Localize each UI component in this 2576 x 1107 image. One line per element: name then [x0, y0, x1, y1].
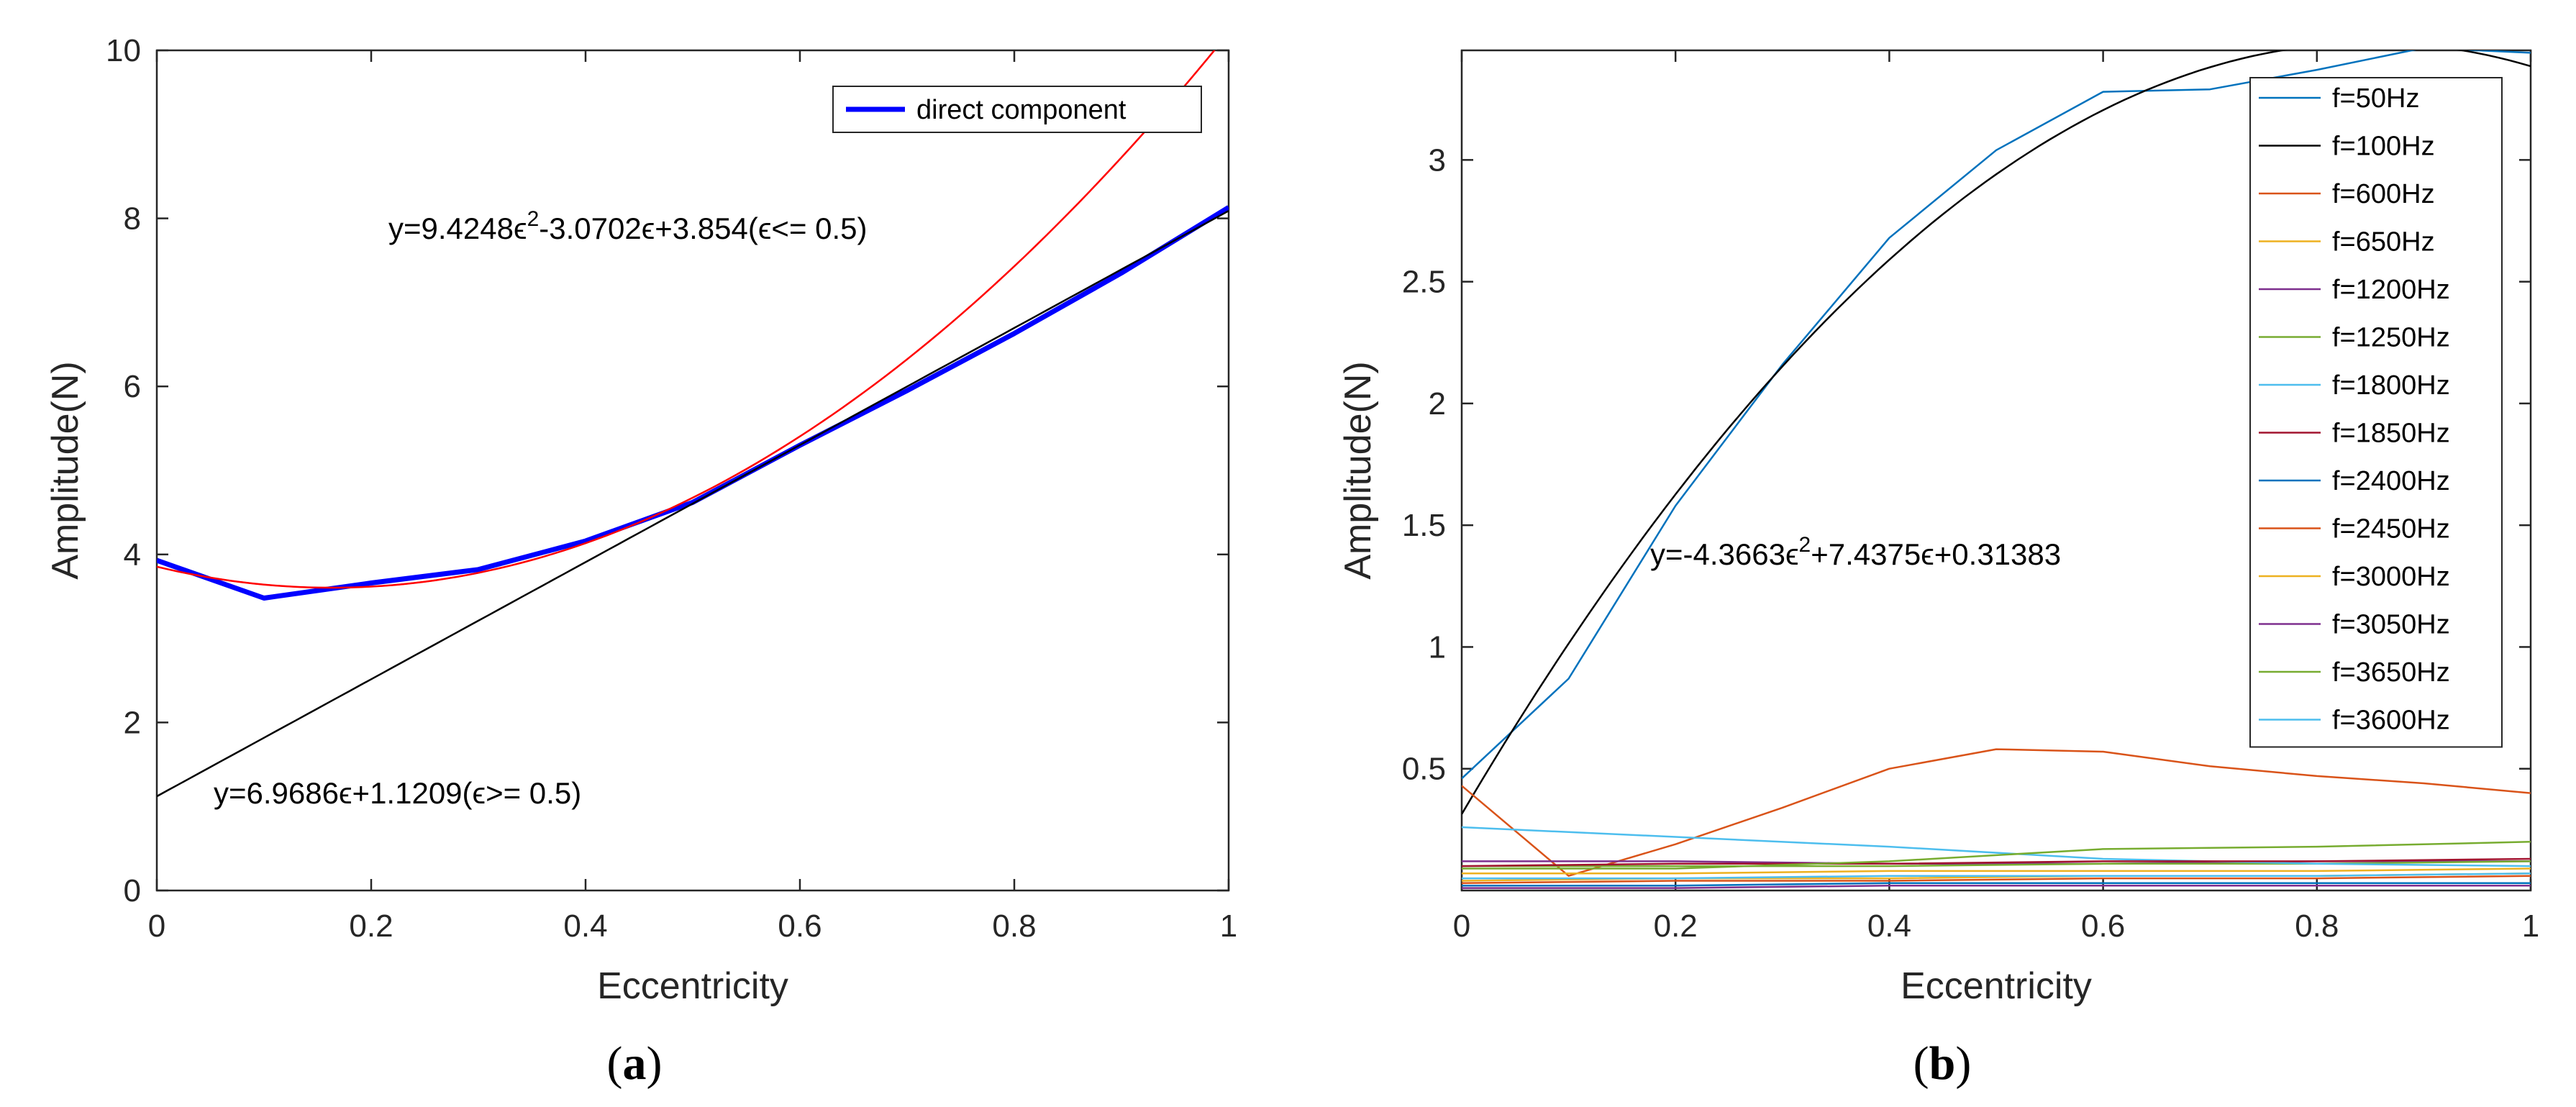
panel-label-letter: a [623, 1037, 647, 1090]
panel-label-close: ) [1955, 1037, 1971, 1090]
y-tick-label: 8 [124, 201, 141, 237]
chart-panel-a: 0 0.2 0.4 0.6 0.8 10246810EccentricityAmplitu… [45, 33, 1237, 1090]
legend: f=50Hz f=100Hz f=600Hz f=650Hz f=1200Hz f=125… [2249, 77, 2503, 748]
y-tick-label: 0 [124, 873, 141, 908]
fit-equation-annotation: y=-4.3663ϵ2+7.4375ϵ+0.31383 [1650, 533, 2061, 571]
x-tick-label: 0.8 [992, 908, 1036, 944]
equation-suffix: -3.0702ϵ+3.854(ϵ<= 0.5) [539, 211, 867, 245]
fit-equation-annotation: y=6.9686ϵ+1.1209(ϵ>= 0.5) [214, 776, 581, 810]
legend-entry: f=1850Hz [2332, 419, 2450, 449]
legend-entry: f=1200Hz [2332, 275, 2450, 305]
legend-entry: f=3050Hz [2332, 610, 2450, 640]
panel-label-open: ( [607, 1037, 623, 1090]
epsilon-symbol: ϵ [1785, 537, 1799, 571]
legend-entry: f=3000Hz [2332, 562, 2450, 592]
x-tick-label: 1 [2522, 908, 2539, 944]
series-line-f-3050hz [1462, 884, 2531, 889]
legend-entry: f=1800Hz [2332, 370, 2450, 401]
x-tick-label: 0.6 [2081, 908, 2125, 944]
legend-entry: f=1250Hz [2332, 323, 2450, 353]
y-axis-label: Amplitude(N) [45, 361, 86, 579]
x-tick-label: 0.4 [1867, 908, 1911, 944]
legend: direct component [832, 86, 1202, 133]
series-group [1462, 50, 2531, 889]
legend-entry: f=650Hz [2332, 227, 2435, 258]
legend-entry: f=2400Hz [2332, 466, 2450, 496]
x-tick-label: 0.2 [1654, 908, 1698, 944]
series-line-f-600hz [1462, 748, 2531, 877]
y-axis-label: Amplitude(N) [1337, 361, 1379, 579]
x-tick-label: 0.8 [2295, 908, 2339, 944]
equation-exponent: 2 [527, 207, 540, 231]
series-line-linear-fit [157, 210, 1229, 798]
series-line-f-2450hz [1462, 875, 2531, 885]
panel-label-open: ( [1913, 1037, 1929, 1090]
y-tick-label: 10 [106, 33, 141, 68]
y-tick-label: 4 [124, 537, 141, 573]
legend-entry: direct component [916, 95, 1127, 125]
series-line-f-3600hz [1462, 873, 2531, 880]
series-line-f-1850hz [1462, 857, 2531, 867]
y-tick-label: 6 [124, 369, 141, 404]
legend-box [2249, 77, 2503, 748]
y-tick-label: 2 [124, 705, 141, 740]
series-line-f-2400hz [1462, 882, 2531, 887]
x-tick-label: 0.4 [563, 908, 607, 944]
y-tick-label: 2 [1429, 386, 1446, 422]
y-tick-label: 1 [1429, 629, 1446, 665]
equation-prefix: y=9.4248 [388, 211, 514, 245]
series-group [157, 50, 1229, 798]
x-axis-label: Eccentricity [597, 965, 788, 1007]
legend-entry: f=3650Hz [2332, 657, 2450, 688]
x-tick-label: 0.2 [349, 908, 393, 944]
x-tick-label: 0 [1453, 908, 1470, 944]
legend-entry: f=3600Hz [2332, 706, 2450, 736]
series-line-f-3650hz [1462, 841, 2531, 870]
equation-exponent: 2 [1799, 533, 1811, 557]
legend-entry: f=2450Hz [2332, 514, 2450, 545]
legend-entry: f=50Hz [2332, 83, 2419, 114]
plot-area [155, 49, 1230, 892]
panel-label: (b) [1913, 1037, 1972, 1090]
equation-prefix: y=-4.3663 [1650, 537, 1785, 571]
legend-entry: f=100Hz [2332, 132, 2435, 162]
series-line-f-1800hz [1462, 826, 2531, 867]
y-tick-label: 3 [1429, 142, 1446, 178]
y-tick-label: 1.5 [1402, 508, 1446, 543]
fit-equation-annotation: y=9.4248ϵ2-3.0702ϵ+3.854(ϵ<= 0.5) [388, 207, 868, 245]
y-tick-label: 2.5 [1402, 265, 1446, 300]
quadratic-fit-overlay [157, 50, 1216, 588]
x-tick-label: 0.6 [778, 908, 822, 944]
equation-suffix: +7.4375ϵ+0.31383 [1811, 537, 2061, 571]
panel-label: (a) [607, 1037, 663, 1090]
panel-label-close: ) [647, 1037, 663, 1090]
x-axis-label: Eccentricity [1901, 965, 2092, 1007]
x-tick-label: 1 [1220, 908, 1237, 944]
panel-label-letter: b [1929, 1037, 1956, 1090]
series-line-f-100hz [1462, 50, 2531, 815]
epsilon-symbol: ϵ [514, 211, 527, 245]
series-line-f-50hz [1462, 50, 2531, 780]
chart-panel-b: 0 0.2 0.4 0.6 0.8 1 0.5 1 1.5 2 2.5 3 Eccentricity Am… [1337, 49, 2539, 1090]
legend-entry: f=600Hz [2332, 179, 2435, 209]
x-tick-label: 0 [148, 908, 165, 944]
series-line-f-3000hz [1462, 867, 2531, 875]
y-tick-label: 0.5 [1402, 752, 1446, 787]
